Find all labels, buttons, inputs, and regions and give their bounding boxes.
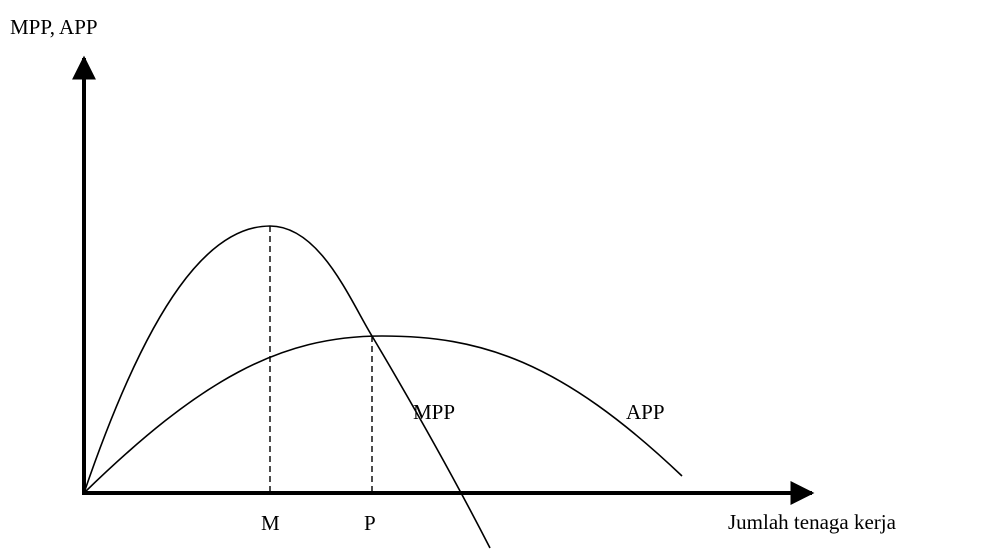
app-curve [83, 335, 683, 494]
x-tick-p: P [364, 511, 376, 535]
x-tick-m: M [261, 511, 280, 535]
mpp-curve [83, 225, 491, 549]
y-axis-label: MPP, APP [10, 15, 98, 39]
x-axis-label: Jumlah tenaga kerja [728, 510, 896, 534]
app-curve-label: APP [626, 400, 665, 424]
mpp-curve-label: MPP [413, 400, 456, 424]
